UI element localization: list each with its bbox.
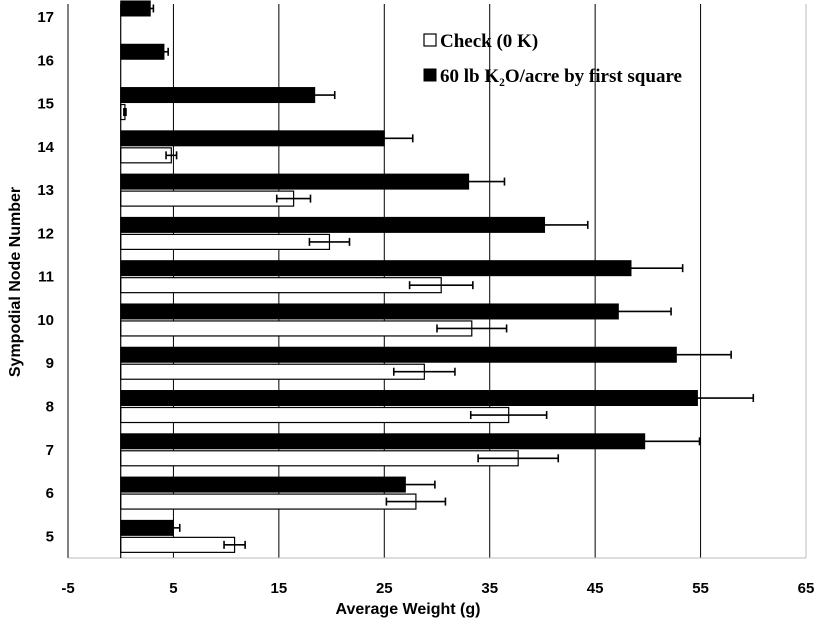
x-tick-label-65: 65 [798,580,815,597]
y-tick-label-6: 6 [46,485,54,502]
error-bar-check-node-14 [165,151,178,160]
x-tick-label-35: 35 [481,580,498,597]
y-tick-label-16: 16 [37,52,54,69]
error-bar-check-node-5 [223,540,246,549]
error-bar-potassium-node-12 [500,220,589,229]
y-tick-label-12: 12 [37,225,54,242]
error-bar-check-node-15 [123,108,127,117]
bar-check-node-6 [120,493,417,510]
y-tick-labels: 5 6 7 8 9 10 11 12 13 14 15 16 17 [37,9,54,545]
y-tick-label-13: 13 [37,182,54,199]
legend-swatch-check [423,33,437,47]
error-bar-potassium-node-6 [375,480,436,489]
error-bar-check-node-13 [275,194,312,203]
bar-check-node-14 [120,147,172,164]
y-axis-label: Sympodial Node Number [7,187,24,377]
error-bar-check-node-11 [408,281,474,290]
legend-swatch-potassium [423,68,437,82]
bar-check-node-7 [120,450,519,467]
x-tick-label-45: 45 [587,580,604,597]
y-tick-label-5: 5 [46,528,54,545]
error-bar-check-node-12 [308,237,351,246]
x-tick-labels: -5 5 15 25 35 45 55 65 [61,580,814,597]
bar-potassium-node-5 [120,519,174,536]
bar-check-node-9 [120,363,425,380]
error-bar-potassium-node-11 [578,264,684,273]
error-bar-potassium-node-5 [166,523,181,532]
bar-check-node-11 [120,277,442,294]
x-axis-label: Average Weight (g) [336,601,481,618]
bar-potassium-node-13 [120,173,470,190]
y-tick-label-10: 10 [37,312,54,329]
y-tick-label-7: 7 [46,442,54,459]
y-tick-label-17: 17 [37,9,54,26]
bar-potassium-node-7 [120,433,646,450]
legend-label-check: Check (0 K) [440,31,538,52]
error-bar-potassium-node-13 [431,177,506,186]
error-bar-potassium-node-10 [564,307,672,316]
bar-potassium-node-12 [120,216,546,233]
bar-potassium-node-9 [120,346,677,363]
bar-potassium-node-11 [120,260,632,277]
x-tick-label--5: -5 [61,580,74,597]
error-bar-potassium-node-9 [620,350,732,359]
y-tick-label-11: 11 [38,269,54,286]
x-tick-label-55: 55 [692,580,709,597]
bar-check-node-13 [120,190,295,207]
error-bar-check-node-7 [477,454,560,463]
error-bar-potassium-node-8 [640,394,755,403]
bar-potassium-node-10 [120,303,619,320]
bar-check-node-12 [120,233,331,250]
error-bars [123,4,755,549]
bar-potassium-node-6 [120,476,406,493]
legend-label-potassium: 60 lb K₂O/acre by first square [440,66,682,87]
bar-potassium-node-16 [120,43,165,60]
y-tick-label-8: 8 [46,399,54,416]
bar-potassium-node-14 [120,130,385,147]
bar-check-node-5 [120,536,236,553]
error-bar-check-node-8 [469,411,548,420]
y-tick-label-14: 14 [37,139,54,156]
error-bar-check-node-9 [392,367,456,376]
bar-potassium-node-15 [120,87,316,104]
legend: Check (0 K) 60 lb K₂O/acre by first squa… [423,31,682,87]
error-bar-check-node-6 [385,497,447,506]
error-bar-check-node-10 [436,324,508,333]
error-bar-potassium-node-14 [355,134,414,143]
error-bar-potassium-node-15 [293,91,336,100]
x-tick-label-5: 5 [169,580,177,597]
y-tick-label-15: 15 [37,96,54,113]
bar-check-node-10 [120,320,473,337]
y-tick-label-9: 9 [46,355,54,372]
bar-potassium-node-8 [120,390,698,407]
error-bar-potassium-node-16 [158,47,169,56]
error-bar-potassium-node-7 [589,437,701,446]
x-tick-label-15: 15 [271,580,288,597]
bar-check-node-8 [120,406,510,424]
error-bar-potassium-node-17 [146,4,155,13]
bar-potassium-node-17 [120,0,151,17]
x-tick-label-25: 25 [376,580,393,597]
